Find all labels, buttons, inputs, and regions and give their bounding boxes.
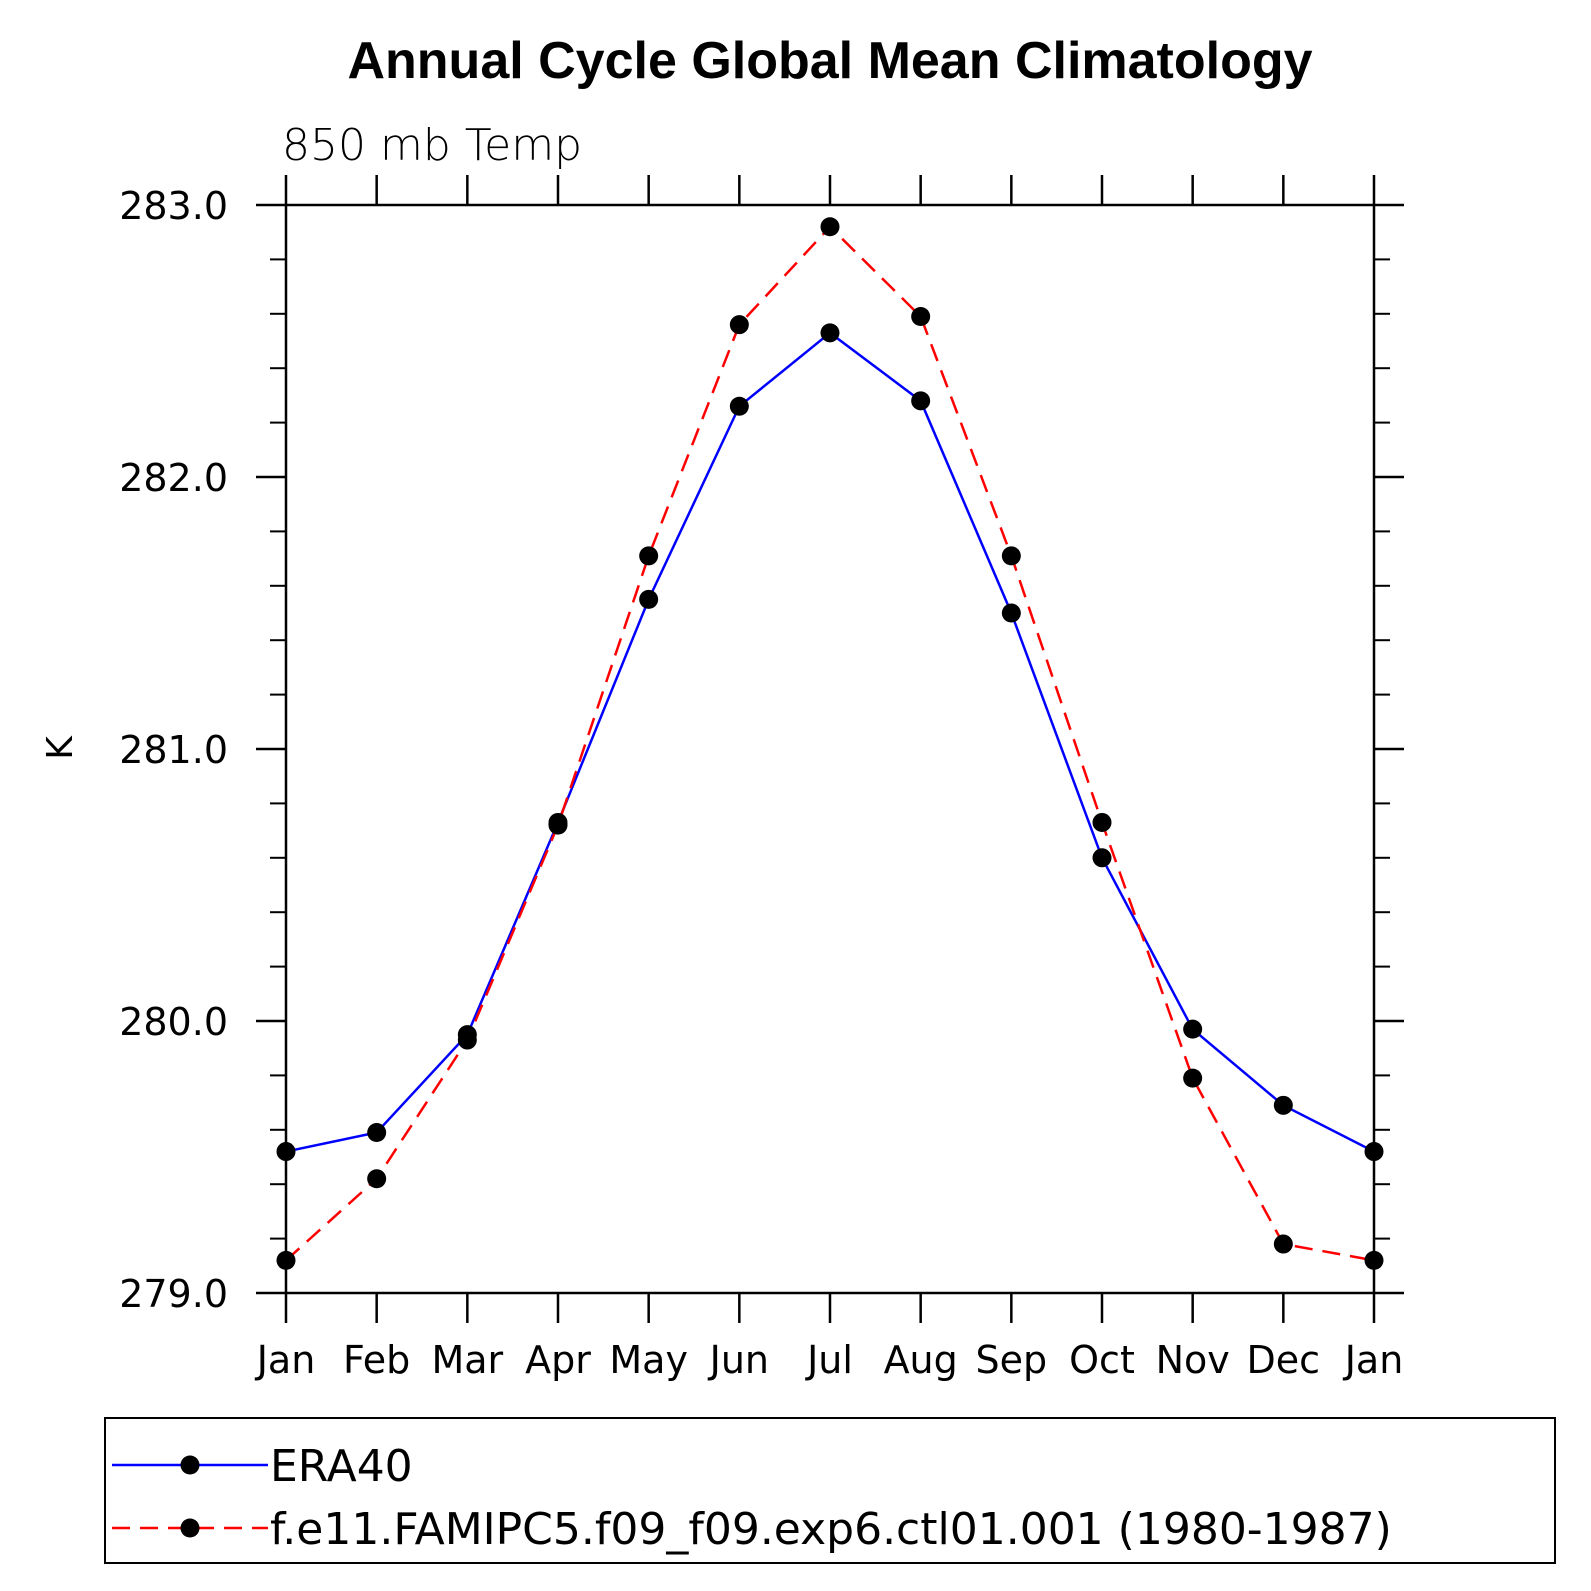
data-point (548, 815, 568, 835)
series-lines (285, 224, 1375, 1262)
x-tick-label: Oct (1069, 1338, 1135, 1382)
data-point (911, 307, 931, 327)
data-point (276, 1250, 296, 1270)
x-tick-label: May (609, 1338, 688, 1382)
data-point (729, 396, 749, 416)
data-point (1364, 1142, 1384, 1162)
data-point (820, 323, 840, 343)
series-line-1 (285, 224, 1375, 1262)
y-tick-label: 283.0 (119, 184, 228, 228)
legend-marker (180, 1518, 200, 1538)
data-point (1183, 1019, 1203, 1039)
y-tick-label: 281.0 (119, 728, 228, 772)
axis-ticks (256, 175, 1404, 1323)
series-line-0 (285, 331, 1375, 1153)
data-point (729, 315, 749, 335)
y-tick-label: 280.0 (119, 1000, 228, 1044)
data-point (911, 391, 931, 411)
x-tick-label: Jun (708, 1338, 769, 1382)
chart-subtitle: 850 mb Temp (282, 120, 582, 171)
legend: ERA40 f.e11.FAMIPC5.f09_f09.exp6.ctl01.00… (112, 1441, 1392, 1555)
data-point (1364, 1250, 1384, 1270)
legend-marker (180, 1455, 200, 1475)
y-tick-label: 279.0 (119, 1272, 228, 1316)
x-tick-label: Apr (525, 1338, 591, 1382)
data-point (820, 217, 840, 237)
series-markers (276, 217, 1384, 1270)
x-tick-label: Mar (431, 1338, 503, 1382)
legend-label: ERA40 (270, 1441, 413, 1492)
data-point (367, 1123, 387, 1143)
data-point (1001, 603, 1021, 623)
legend-label: f.e11.FAMIPC5.f09_f09.exp6.ctl01.001 (19… (270, 1504, 1392, 1555)
data-point (1183, 1068, 1203, 1088)
x-tick-label: Jan (1343, 1338, 1404, 1382)
data-point (367, 1169, 387, 1189)
axis-tick-labels: Jan Feb Mar Apr May Jun Jul Aug Sep Oct Nov Dec Jan 2… (119, 184, 1403, 1382)
plot-frame (284, 203, 1376, 1295)
x-tick-label: Aug (884, 1338, 958, 1382)
data-point (1273, 1095, 1293, 1115)
data-point (639, 589, 659, 609)
data-point (1092, 848, 1112, 868)
data-point (1001, 546, 1021, 566)
x-tick-label: Jul (805, 1338, 853, 1382)
chart-title: Annual Cycle Global Mean Climatology (347, 32, 1312, 90)
x-tick-label: Feb (343, 1338, 410, 1382)
y-axis-label: K (40, 735, 81, 760)
x-tick-label: Sep (976, 1338, 1048, 1382)
data-point (276, 1142, 296, 1162)
x-tick-label: Dec (1247, 1338, 1321, 1382)
y-tick-label: 282.0 (119, 456, 228, 500)
x-tick-label: Nov (1156, 1338, 1230, 1382)
data-point (1092, 812, 1112, 832)
x-tick-label: Jan (255, 1338, 316, 1382)
data-point (457, 1030, 477, 1050)
data-point (1273, 1234, 1293, 1254)
data-point (639, 546, 659, 566)
legend-box (104, 1417, 1556, 1564)
